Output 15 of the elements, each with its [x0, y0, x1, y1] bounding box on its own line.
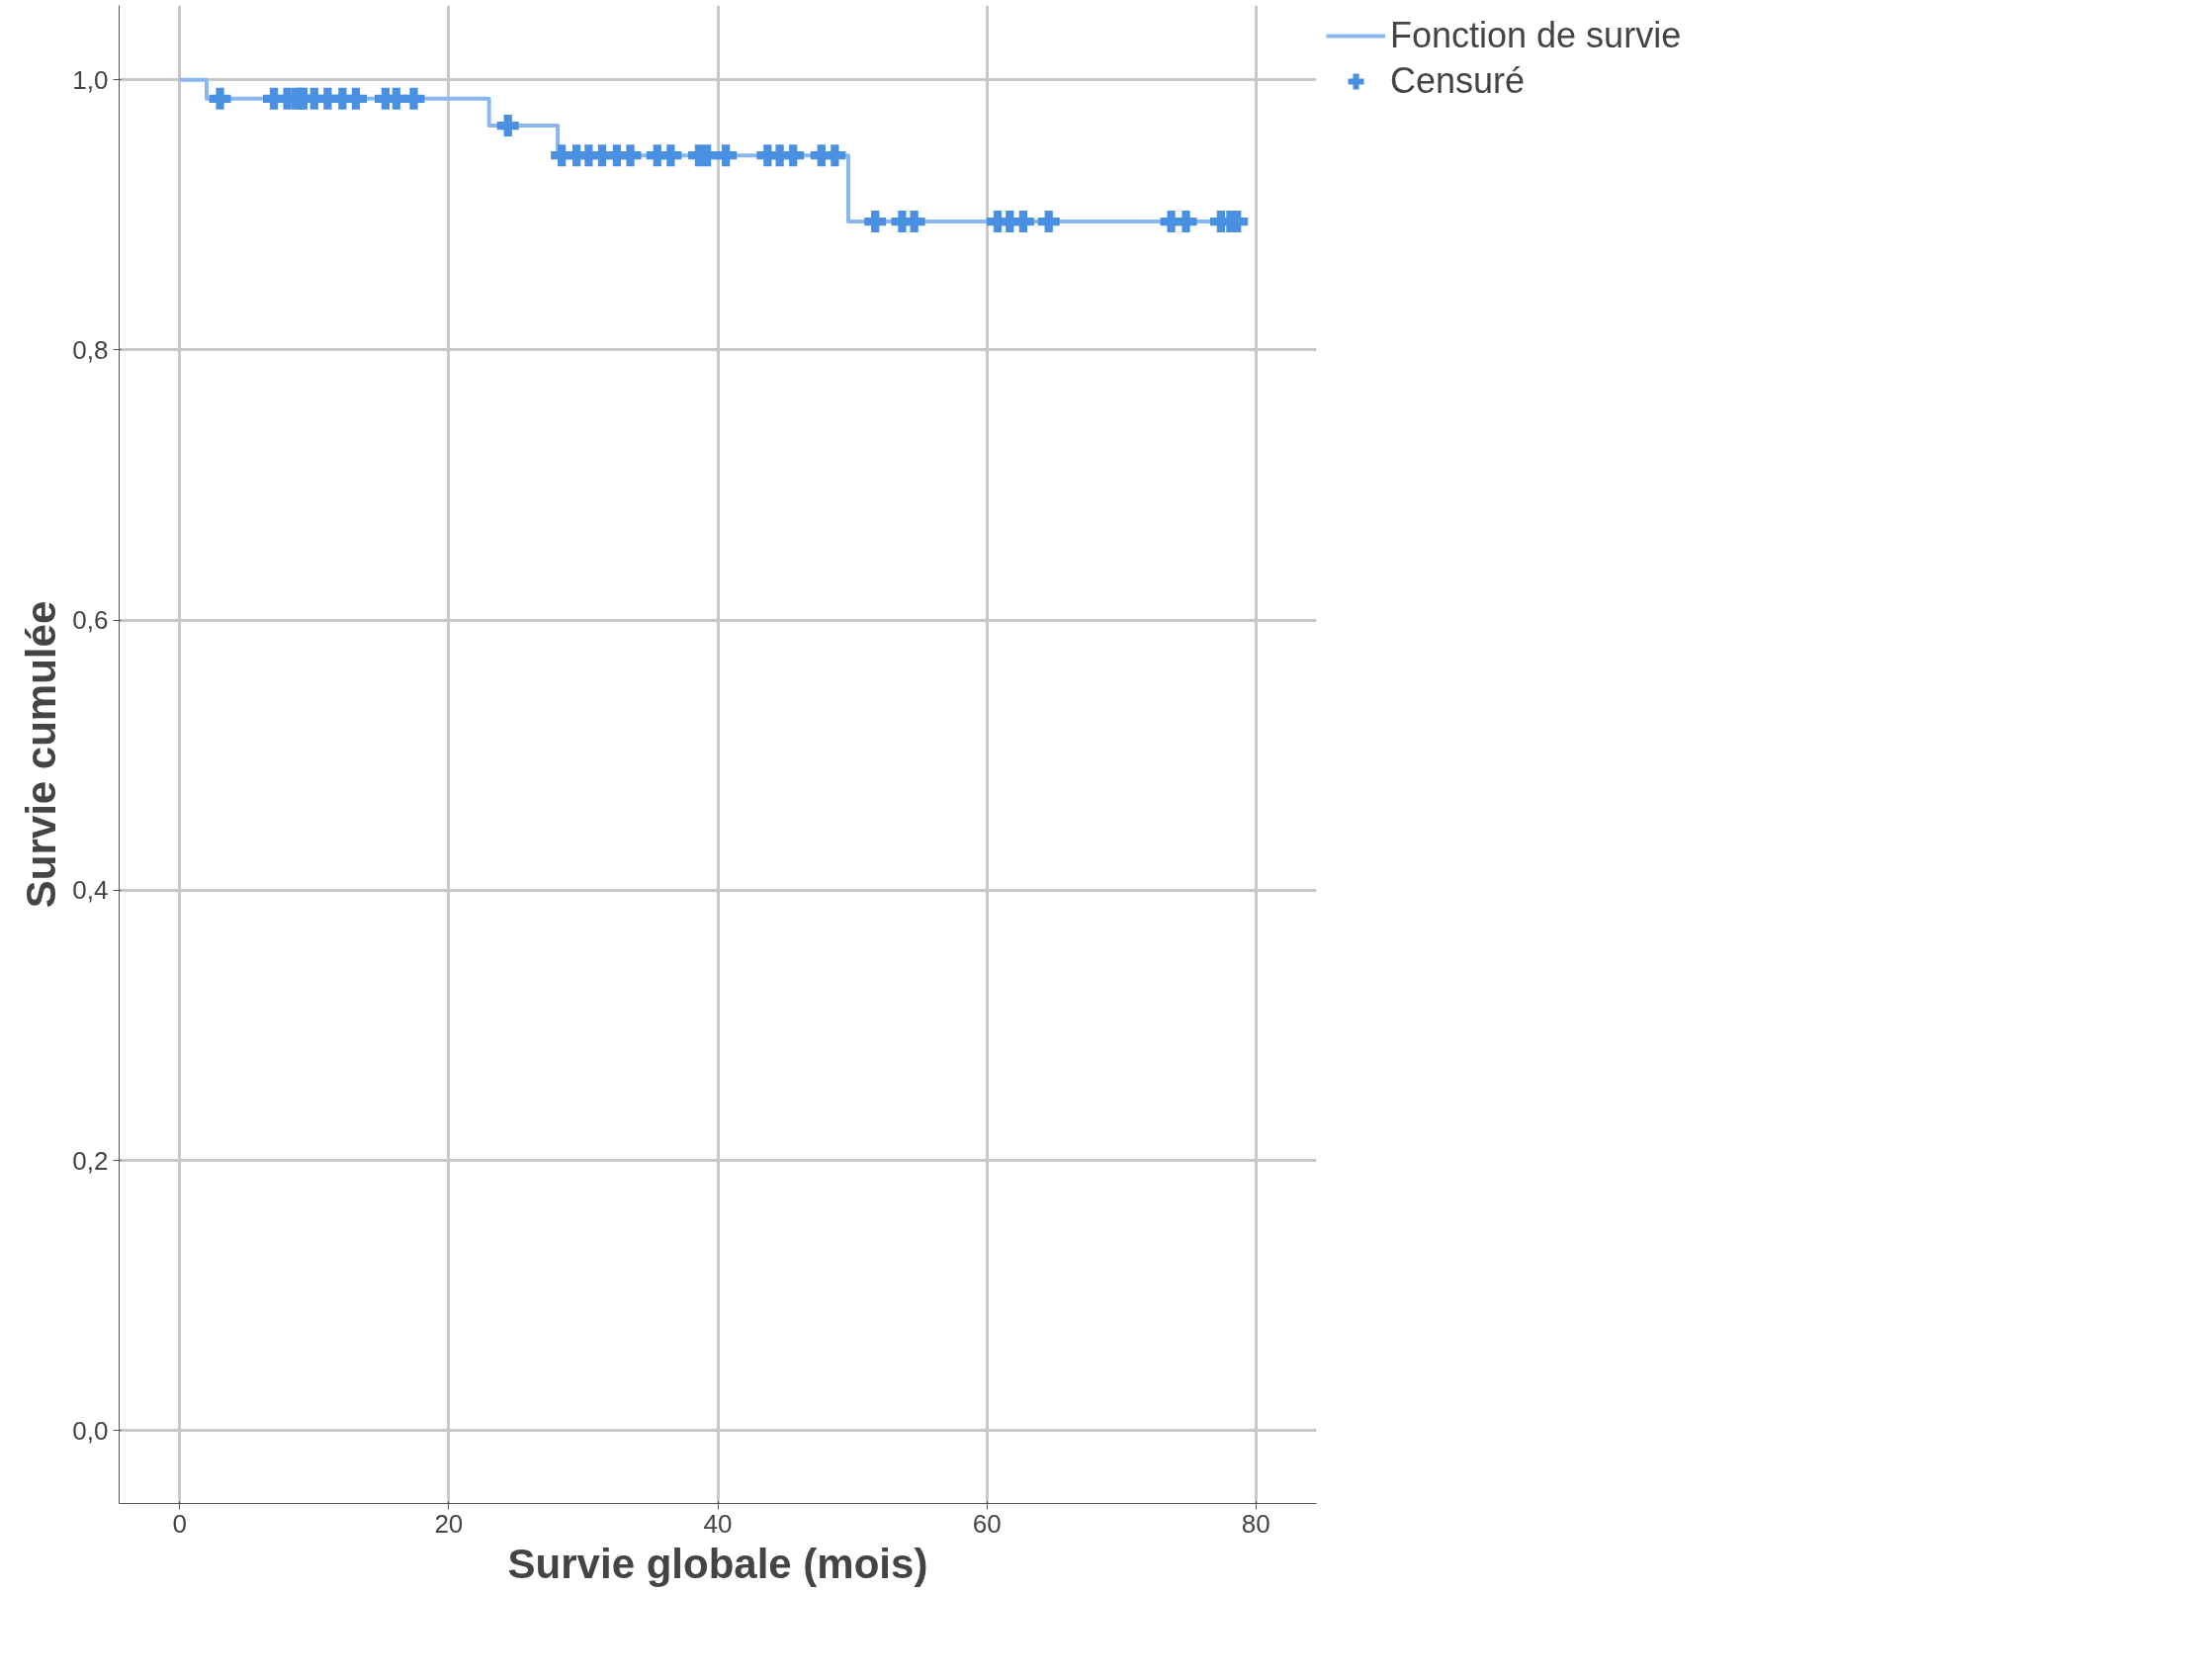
y-tick-label: 0,6 [72, 605, 109, 636]
legend-label: Censuré [1390, 60, 1526, 102]
y-tick-label: 1,0 [72, 64, 109, 95]
y-axis-title: Survie cumulée [18, 600, 65, 909]
y-tick-label: 0,8 [72, 334, 109, 365]
x-tick-label: 0 [172, 1508, 187, 1539]
y-tick-label: 0,2 [72, 1145, 109, 1176]
x-axis-title: Survie globale (mois) [507, 1540, 928, 1587]
x-tick-label: 40 [703, 1508, 733, 1539]
y-tick-label: 0,4 [72, 875, 109, 906]
legend-label: Fonction de survie [1390, 15, 1682, 56]
y-tick-label: 0,0 [72, 1415, 109, 1446]
x-tick-label: 80 [1241, 1508, 1270, 1539]
x-tick-label: 60 [972, 1508, 1002, 1539]
x-tick-label: 20 [434, 1508, 464, 1539]
